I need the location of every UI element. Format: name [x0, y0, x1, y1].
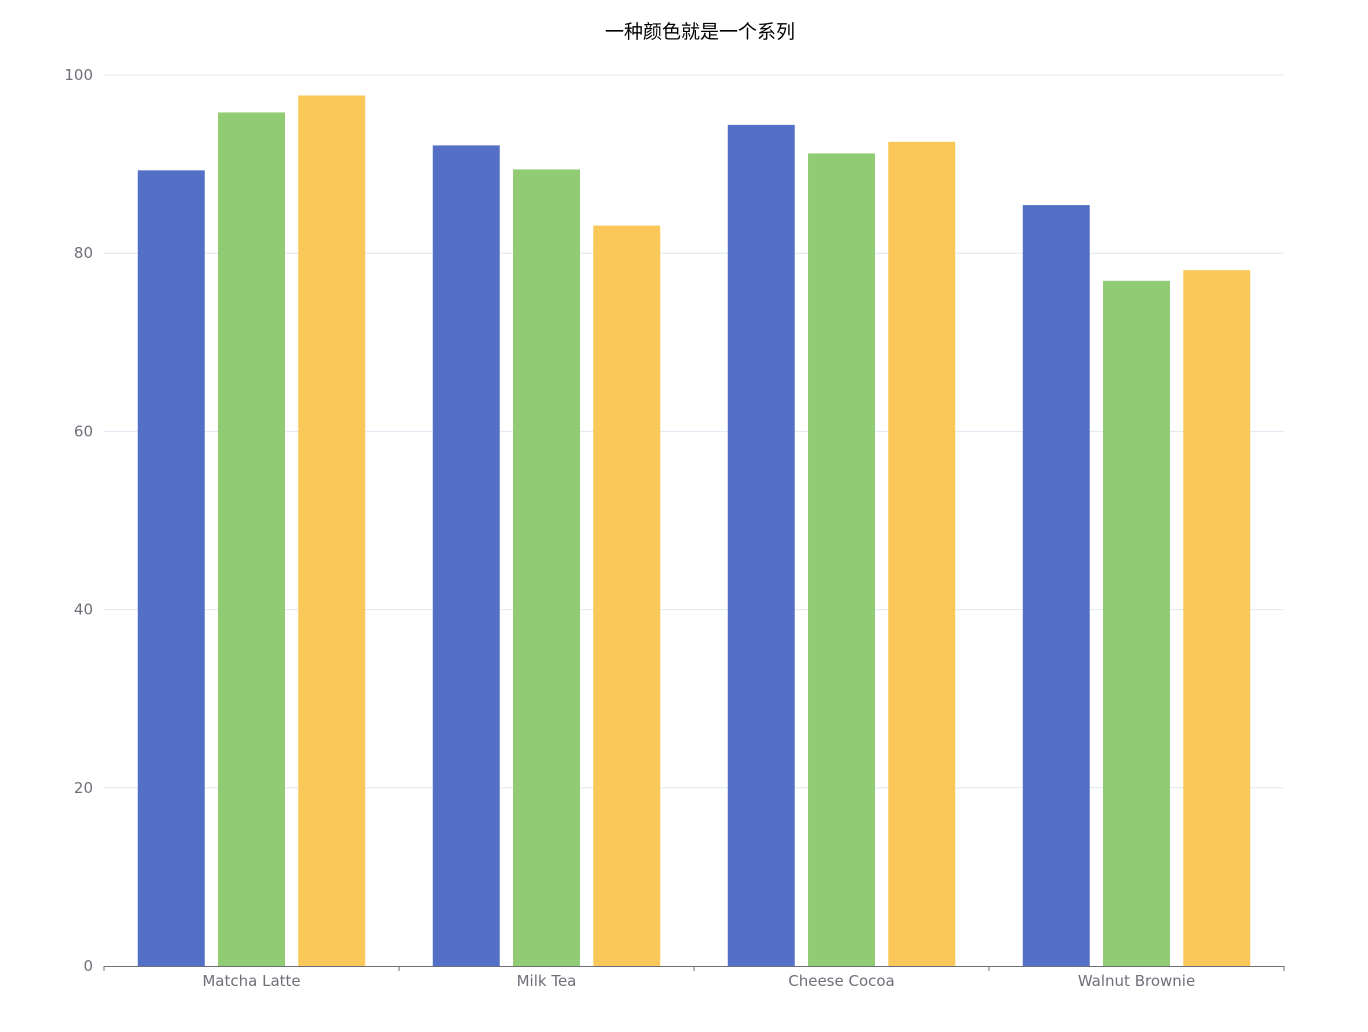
- y-tick-label: 0: [83, 957, 93, 975]
- bar-4-series-2[interactable]: [1103, 280, 1170, 966]
- x-tick-label: Walnut Brownie: [1078, 972, 1195, 990]
- bar-2-series-1[interactable]: [432, 145, 500, 966]
- bar-2-series-2[interactable]: [513, 169, 580, 967]
- bar-2-series-3[interactable]: [593, 225, 661, 967]
- y-tick-label: 20: [74, 779, 93, 797]
- bar-1-series-3[interactable]: [298, 95, 366, 967]
- x-tick-label: Milk Tea: [517, 972, 577, 990]
- bar-3-series-2[interactable]: [808, 153, 875, 966]
- bar-3-series-1[interactable]: [727, 124, 795, 966]
- bar-3-series-3[interactable]: [888, 141, 956, 966]
- y-tick-label: 80: [74, 244, 93, 262]
- x-tick-label: Matcha Latte: [202, 972, 300, 990]
- x-axis: [103, 966, 1285, 971]
- bar-1-series-2[interactable]: [218, 112, 285, 966]
- bars: [137, 95, 1251, 967]
- x-axis-tick-labels: Matcha Latte Milk Tea Cheese Cocoa Walnut B…: [202, 972, 1195, 990]
- y-axis-tick-labels: 0 20 40 60 80 100: [64, 66, 93, 975]
- y-tick-label: 60: [74, 422, 93, 440]
- y-tick-label: 100: [64, 66, 93, 84]
- bar-1-series-1[interactable]: [137, 170, 205, 966]
- y-tick-label: 40: [74, 601, 93, 619]
- bar-4-series-1[interactable]: [1022, 205, 1090, 966]
- x-tick-label: Cheese Cocoa: [788, 972, 895, 990]
- chart-title: 一种颜色就是一个系列: [605, 21, 795, 43]
- bar-4-series-3[interactable]: [1183, 270, 1251, 966]
